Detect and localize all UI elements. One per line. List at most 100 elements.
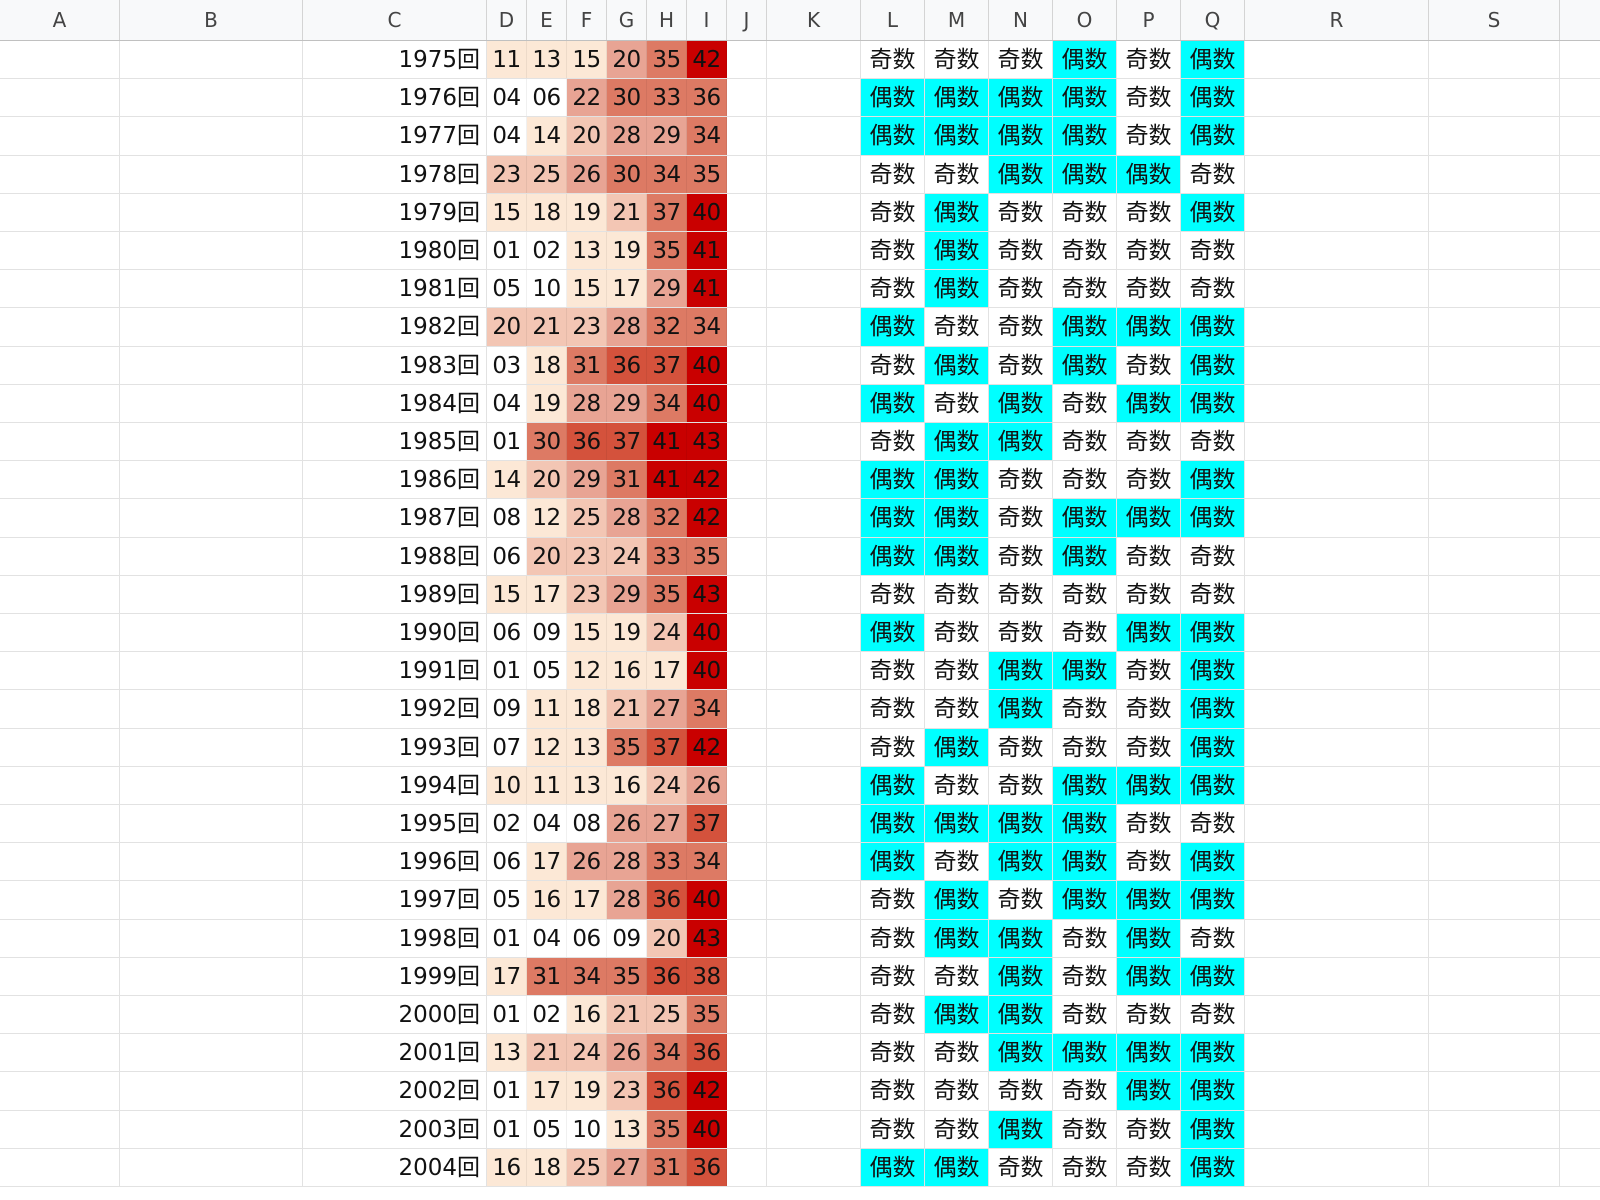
parity-cell[interactable]: 奇数 (1117, 461, 1181, 499)
draw-number-cell[interactable]: 1991回 (303, 652, 487, 690)
parity-cell[interactable]: 奇数 (861, 690, 925, 728)
empty-cell-s[interactable] (1429, 843, 1560, 881)
column-header-n[interactable]: N (989, 0, 1053, 40)
parity-cell[interactable]: 偶数 (1053, 805, 1117, 843)
parity-cell[interactable]: 奇数 (1117, 346, 1181, 384)
column-header-q[interactable]: Q (1181, 0, 1245, 40)
winning-number-cell[interactable]: 09 (607, 919, 647, 957)
winning-number-cell[interactable]: 01 (487, 919, 527, 957)
empty-cell-b[interactable] (120, 957, 303, 995)
parity-cell[interactable]: 奇数 (925, 614, 989, 652)
winning-number-cell[interactable]: 41 (687, 270, 727, 308)
empty-cell-k[interactable] (767, 766, 861, 804)
empty-cell-k[interactable] (767, 193, 861, 231)
empty-cell-j[interactable] (727, 1110, 767, 1148)
parity-cell[interactable]: 偶数 (989, 1034, 1053, 1072)
winning-number-cell[interactable]: 06 (487, 537, 527, 575)
winning-number-cell[interactable]: 18 (527, 1148, 567, 1186)
empty-cell-b[interactable] (120, 1034, 303, 1072)
winning-number-cell[interactable]: 40 (687, 193, 727, 231)
parity-cell[interactable]: 奇数 (989, 1148, 1053, 1186)
empty-cell-b[interactable] (120, 652, 303, 690)
empty-cell-s[interactable] (1429, 193, 1560, 231)
winning-number-cell[interactable]: 42 (687, 1072, 727, 1110)
draw-number-cell[interactable]: 2004回 (303, 1148, 487, 1186)
parity-cell[interactable]: 偶数 (989, 155, 1053, 193)
empty-cell-s[interactable] (1429, 575, 1560, 613)
parity-cell[interactable]: 奇数 (1117, 805, 1181, 843)
draw-number-cell[interactable]: 1998回 (303, 919, 487, 957)
winning-number-cell[interactable]: 30 (607, 155, 647, 193)
parity-cell[interactable]: 偶数 (1181, 499, 1245, 537)
draw-number-cell[interactable]: 1978回 (303, 155, 487, 193)
empty-cell-r[interactable] (1245, 690, 1429, 728)
parity-cell[interactable]: 奇数 (989, 41, 1053, 79)
empty-cell-a[interactable] (0, 1072, 120, 1110)
winning-number-cell[interactable]: 34 (647, 1034, 687, 1072)
empty-cell-a[interactable] (0, 766, 120, 804)
empty-cell-r[interactable] (1245, 766, 1429, 804)
winning-number-cell[interactable]: 03 (487, 346, 527, 384)
empty-cell-r[interactable] (1245, 232, 1429, 270)
parity-cell[interactable]: 偶数 (1117, 766, 1181, 804)
empty-cell-j[interactable] (727, 308, 767, 346)
winning-number-cell[interactable]: 07 (487, 728, 527, 766)
parity-cell[interactable]: 奇数 (1053, 690, 1117, 728)
empty-cell-a[interactable] (0, 843, 120, 881)
winning-number-cell[interactable]: 08 (487, 499, 527, 537)
empty-cell-s[interactable] (1429, 805, 1560, 843)
parity-cell[interactable]: 偶数 (925, 117, 989, 155)
winning-number-cell[interactable]: 40 (687, 1110, 727, 1148)
empty-cell-k[interactable] (767, 79, 861, 117)
winning-number-cell[interactable]: 06 (567, 919, 607, 957)
parity-cell[interactable]: 奇数 (925, 957, 989, 995)
winning-number-cell[interactable]: 42 (687, 728, 727, 766)
winning-number-cell[interactable]: 42 (687, 461, 727, 499)
parity-cell[interactable]: 偶数 (1181, 384, 1245, 422)
winning-number-cell[interactable]: 36 (687, 1148, 727, 1186)
winning-number-cell[interactable]: 35 (607, 957, 647, 995)
winning-number-cell[interactable]: 21 (527, 308, 567, 346)
empty-cell-s[interactable] (1429, 537, 1560, 575)
parity-cell[interactable]: 奇数 (861, 193, 925, 231)
parity-cell[interactable]: 奇数 (989, 232, 1053, 270)
empty-cell-s[interactable] (1429, 384, 1560, 422)
empty-cell-b[interactable] (120, 232, 303, 270)
winning-number-cell[interactable]: 36 (647, 957, 687, 995)
empty-cell-k[interactable] (767, 423, 861, 461)
empty-cell-k[interactable] (767, 996, 861, 1034)
parity-cell[interactable]: 偶数 (1117, 919, 1181, 957)
empty-cell-k[interactable] (767, 461, 861, 499)
winning-number-cell[interactable]: 13 (567, 728, 607, 766)
empty-cell-b[interactable] (120, 41, 303, 79)
winning-number-cell[interactable]: 24 (567, 1034, 607, 1072)
column-header-j[interactable]: J (727, 0, 767, 40)
draw-number-cell[interactable]: 1980回 (303, 232, 487, 270)
empty-cell-j[interactable] (727, 1072, 767, 1110)
empty-cell-s[interactable] (1429, 728, 1560, 766)
empty-cell-a[interactable] (0, 1148, 120, 1186)
empty-cell-j[interactable] (727, 117, 767, 155)
parity-cell[interactable]: 偶数 (989, 805, 1053, 843)
parity-cell[interactable]: 奇数 (1053, 1110, 1117, 1148)
winning-number-cell[interactable]: 01 (487, 652, 527, 690)
empty-cell-s[interactable] (1429, 766, 1560, 804)
winning-number-cell[interactable]: 12 (527, 499, 567, 537)
parity-cell[interactable]: 奇数 (925, 384, 989, 422)
parity-cell[interactable]: 偶数 (1181, 843, 1245, 881)
winning-number-cell[interactable]: 16 (487, 1148, 527, 1186)
parity-cell[interactable]: 奇数 (989, 1072, 1053, 1110)
winning-number-cell[interactable]: 34 (647, 155, 687, 193)
winning-number-cell[interactable]: 35 (647, 1110, 687, 1148)
winning-number-cell[interactable]: 34 (687, 690, 727, 728)
column-header-e[interactable]: E (527, 0, 567, 40)
parity-cell[interactable]: 奇数 (861, 1072, 925, 1110)
winning-number-cell[interactable]: 26 (607, 805, 647, 843)
winning-number-cell[interactable]: 34 (687, 117, 727, 155)
empty-cell-s[interactable] (1429, 957, 1560, 995)
empty-cell-j[interactable] (727, 805, 767, 843)
parity-cell[interactable]: 偶数 (1053, 1034, 1117, 1072)
winning-number-cell[interactable]: 17 (487, 957, 527, 995)
parity-cell[interactable]: 偶数 (925, 499, 989, 537)
parity-cell[interactable]: 奇数 (989, 728, 1053, 766)
